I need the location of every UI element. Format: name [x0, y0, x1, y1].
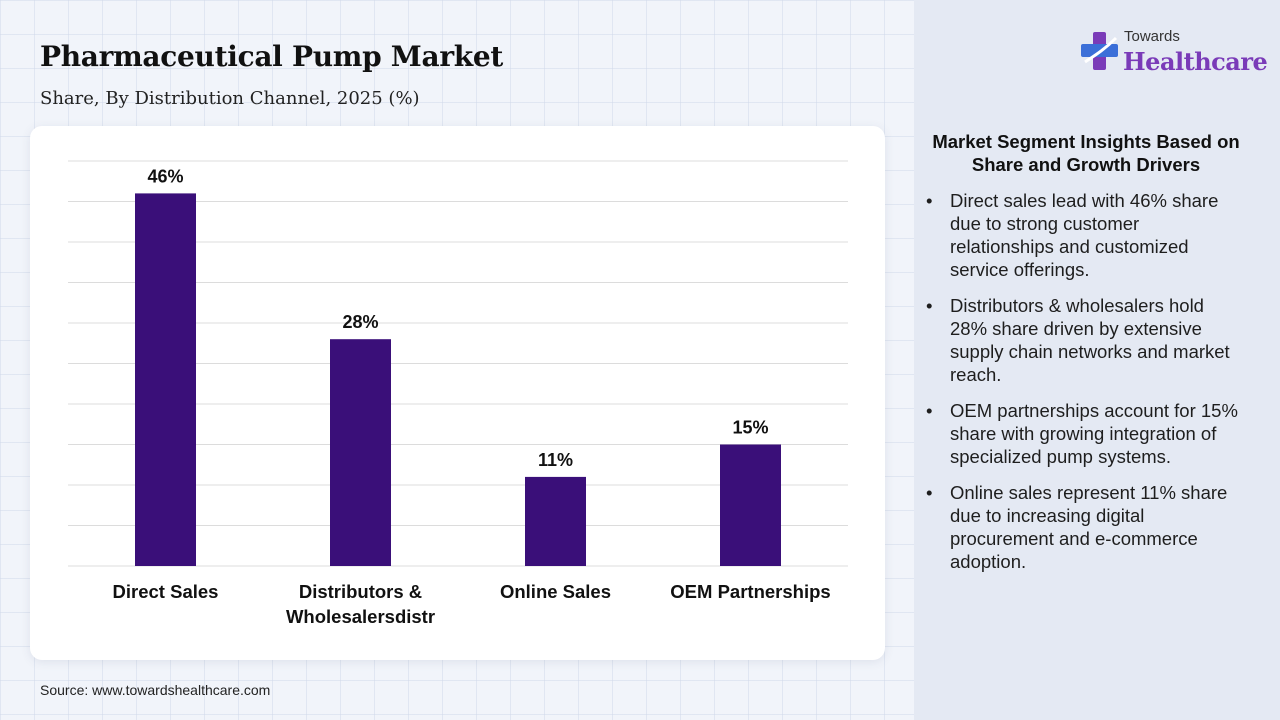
chart-subtitle: Share, By Distribution Channel, 2025 (%): [40, 88, 420, 109]
insight-item: Direct sales lead with 46% share due to …: [926, 189, 1246, 281]
source-note: Source: www.towardshealthcare.com: [40, 682, 271, 698]
chart-card: 46% Direct Sales 28% Distributors & Wholesal…: [30, 126, 885, 660]
data-label: 28%: [342, 312, 378, 332]
x-tick-label: OEM Partnerships: [670, 581, 830, 602]
bar: [525, 476, 586, 566]
insight-item: Distributors & wholesalers hold 28% shar…: [926, 294, 1246, 386]
logo-text-towards: Towards: [1124, 28, 1180, 45]
chart-title: Pharmaceutical Pump Market: [40, 40, 504, 73]
bar: [720, 444, 781, 566]
x-tick-label: Online Sales: [500, 581, 611, 602]
insights-title: Market Segment Insights Based on Share a…: [932, 131, 1240, 175]
logo-text-healthcare: Healthcare: [1123, 47, 1268, 76]
insights-list: Direct sales lead with 46% share due to …: [926, 189, 1246, 586]
towards-healthcare-logo: Towards Healthcare: [1080, 28, 1268, 80]
bar-chart: 46% Direct Sales 28% Distributors & Wholesal…: [68, 160, 848, 627]
bar: [330, 339, 391, 566]
data-label: 15%: [732, 418, 768, 438]
data-label: 11%: [538, 450, 573, 470]
insight-item: OEM partnerships account for 15% share w…: [926, 399, 1246, 468]
bar: [135, 193, 196, 566]
x-tick-label: Distributors &: [299, 581, 422, 602]
x-tick-label: Direct Sales: [113, 581, 219, 602]
insight-item: Online sales represent 11% share due to …: [926, 481, 1246, 573]
data-label: 46%: [147, 166, 183, 186]
medical-cross-icon: [1081, 32, 1118, 70]
x-tick-label: Wholesalersdistr: [286, 606, 435, 627]
